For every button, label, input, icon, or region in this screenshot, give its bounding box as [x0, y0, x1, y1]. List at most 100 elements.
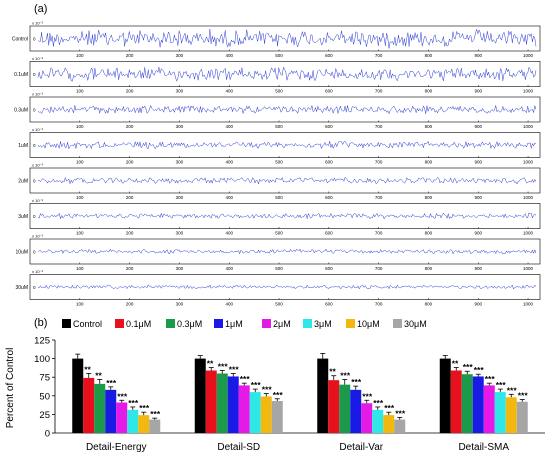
trace-x-tick-label: 400 — [225, 89, 233, 94]
trace-x-tick-label: 300 — [176, 124, 184, 129]
x-category-label: Detail-Energy — [86, 442, 147, 453]
bar — [472, 376, 484, 433]
trace-x-tick-label: 400 — [225, 160, 233, 165]
trace-x-tick-label: 700 — [375, 195, 383, 200]
trace-panel: Control x 10⁻⁵ 0 100 200 300 400 500 600 700 800 90… — [12, 21, 541, 58]
legend-swatch — [303, 319, 312, 328]
trace-signal-line — [37, 28, 537, 49]
significance-label: *** — [106, 378, 117, 388]
trace-x-tick-label: 200 — [126, 160, 134, 165]
significance-label: *** — [362, 391, 373, 401]
trace-x-tick-label: 100 — [76, 302, 84, 307]
trace-x-tick-label: 700 — [375, 124, 383, 129]
trace-x-tick-label: 800 — [425, 53, 433, 58]
trace-x-tick-label: 800 — [425, 124, 433, 129]
legend-label: 0.1μM — [126, 319, 151, 329]
trace-label: 2uM — [18, 179, 28, 185]
trace-x-tick-label: 800 — [425, 89, 433, 94]
legend-label: 2μM — [273, 319, 291, 329]
trace-x-tick-label: 600 — [325, 124, 333, 129]
trace-x-tick-label: 900 — [474, 160, 482, 165]
trace-y-tick: 0 — [33, 37, 36, 42]
bar — [361, 403, 373, 433]
trace-x-tick-label: 300 — [176, 266, 184, 271]
trace-exponent: x 10⁻⁵ — [32, 127, 44, 132]
trace-y-tick: 0 — [33, 214, 36, 219]
trace-x-tick-label: 300 — [176, 231, 184, 236]
trace-x-tick-label: 1000 — [523, 160, 534, 165]
trace-exponent: x 10⁻⁵ — [32, 56, 44, 61]
legend-swatch — [62, 319, 71, 328]
trace-x-tick-label: 100 — [76, 89, 84, 94]
bar — [72, 358, 84, 433]
y-tick-label: 50 — [39, 391, 50, 402]
bar — [450, 370, 462, 433]
bar — [138, 415, 150, 433]
x-category-label: Detail-SD — [217, 442, 260, 453]
trace-x-tick-label: 200 — [126, 124, 134, 129]
significance-label: *** — [117, 391, 128, 401]
trace-exponent: x 10⁻⁵ — [32, 21, 44, 26]
trace-label: Control — [12, 37, 28, 43]
trace-x-tick-label: 600 — [325, 266, 333, 271]
trace-x-tick-label: 300 — [176, 89, 184, 94]
bar — [260, 396, 272, 433]
trace-x-tick-label: 600 — [325, 231, 333, 236]
significance-label: ** — [452, 359, 459, 369]
significance-label: ** — [329, 367, 336, 377]
trace-x-tick-label: 700 — [375, 53, 383, 58]
y-tick-label: 0 — [45, 429, 50, 440]
trace-x-tick-label: 500 — [275, 89, 283, 94]
significance-label: ** — [84, 364, 91, 374]
trace-panel: 0.3uM x 10⁻⁵ 0 100 200 300 400 500 600 700 800 900 1… — [14, 92, 541, 129]
trace-x-tick-label: 400 — [225, 53, 233, 58]
trace-x-tick-label: 200 — [126, 231, 134, 236]
trace-panel: 10uM x 10⁻⁵ 0 100 200 300 400 500 600 700 800 900 10… — [15, 234, 541, 271]
bar — [205, 370, 217, 433]
trace-x-tick-label: 100 — [76, 266, 84, 271]
bar — [461, 374, 473, 433]
trace-signal-line — [37, 140, 537, 150]
trace-x-tick-label: 400 — [225, 302, 233, 307]
trace-signal-line — [37, 284, 537, 290]
trace-x-tick-label: 600 — [325, 195, 333, 200]
trace-x-tick-label: 600 — [325, 302, 333, 307]
bar — [516, 401, 528, 433]
trace-x-tick-label: 300 — [176, 160, 184, 165]
trace-y-tick: 0 — [33, 143, 36, 148]
bar — [127, 409, 139, 433]
trace-x-tick-label: 800 — [425, 160, 433, 165]
significance-label: *** — [262, 385, 273, 395]
trace-x-tick-label: 300 — [176, 302, 184, 307]
trace-exponent: x 10⁻⁵ — [32, 269, 44, 274]
trace-x-tick-label: 500 — [275, 124, 283, 129]
bar — [339, 384, 351, 433]
significance-label: *** — [240, 374, 251, 384]
significance-label: ** — [207, 359, 214, 369]
bar — [105, 389, 117, 433]
trace-x-tick-label: 400 — [225, 195, 233, 200]
trace-x-tick-label: 900 — [474, 53, 482, 58]
trace-axes-box — [29, 132, 541, 158]
trace-x-tick-label: 700 — [375, 89, 383, 94]
trace-x-tick-label: 500 — [275, 231, 283, 236]
bar — [83, 377, 95, 433]
significance-label: *** — [518, 391, 529, 401]
y-axis-label: Percent of Control — [5, 348, 16, 429]
bar — [505, 397, 517, 433]
trace-y-tick: 0 — [33, 72, 36, 77]
trace-label: 3uM — [18, 214, 28, 220]
bar — [372, 409, 384, 433]
y-tick-label: 100 — [34, 354, 50, 365]
bar — [271, 401, 283, 433]
trace-exponent: x 10⁻⁵ — [32, 92, 44, 97]
trace-x-tick-label: 800 — [425, 195, 433, 200]
significance-label: *** — [496, 380, 507, 390]
bar — [483, 385, 495, 433]
trace-panel: 0.1uM x 10⁻⁵ 0 100 200 300 400 500 600 700 800 900 1… — [14, 56, 541, 94]
trace-x-tick-label: 700 — [375, 231, 383, 236]
trace-x-tick-label: 200 — [126, 266, 134, 271]
trace-exponent: x 10⁻⁵ — [32, 163, 44, 168]
trace-label: 30uM — [15, 285, 28, 291]
trace-y-tick: 0 — [33, 285, 36, 290]
